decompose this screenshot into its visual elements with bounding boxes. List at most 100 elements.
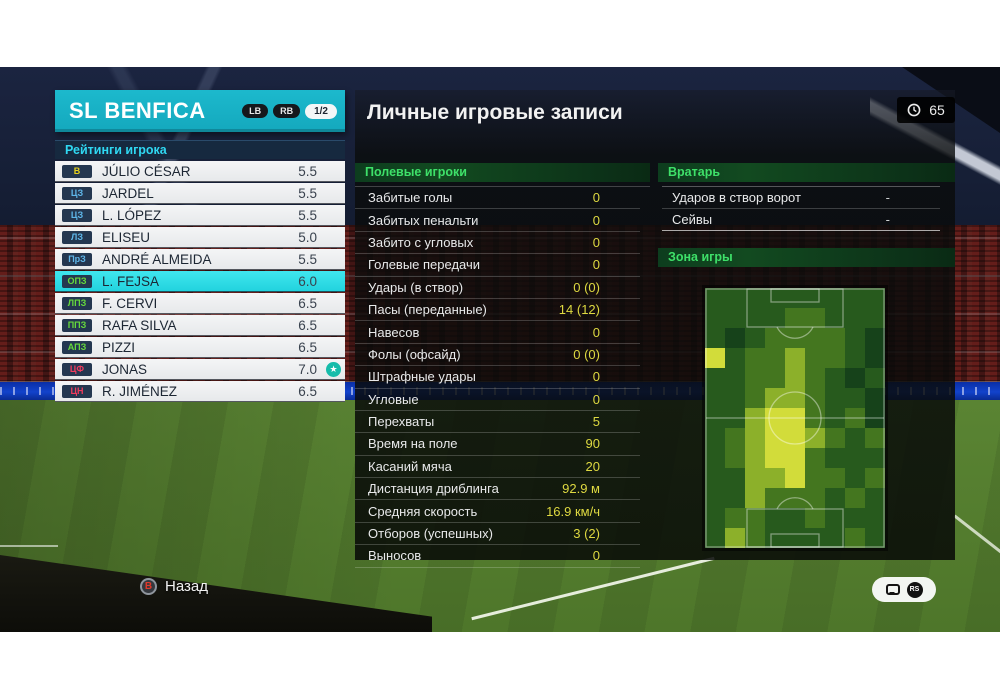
position-badge: ЦЗ (62, 208, 92, 222)
heatmap-cell (865, 328, 885, 348)
rb-button[interactable]: RB (273, 104, 301, 118)
goalkeeper-stats-list: Ударов в створ ворот - Сейвы - (662, 186, 940, 231)
player-name: R. JIMÉNEZ (102, 383, 178, 399)
heatmap-cell (845, 408, 865, 428)
stat-row: Голевые передачи 0 (355, 254, 640, 277)
stat-value: 5 (592, 414, 600, 430)
heatmap-cell (705, 428, 725, 448)
stat-row: Средняя скорость 16.9 км/ч (355, 500, 640, 523)
position-badge: ППЗ (62, 318, 92, 332)
player-rating: 5.5 (298, 185, 317, 201)
stat-row: Забито с угловых 0 (355, 232, 640, 255)
stat-row: Забитые голы 0 (355, 187, 640, 210)
heatmap-grid (705, 288, 885, 548)
heatmap-cell (785, 468, 805, 488)
heatmap-cell (785, 448, 805, 468)
player-row[interactable]: ОПЗ L. FEJSA 6.0 (55, 271, 345, 292)
player-row[interactable]: ЦЗ L. LÓPEZ 5.5 (55, 205, 345, 226)
stat-label: Время на поле (368, 436, 458, 452)
heatmap-cell (865, 508, 885, 528)
right-stick-icon[interactable]: RS (906, 581, 923, 598)
heatmap-cell (785, 488, 805, 508)
heatmap-cell (705, 448, 725, 468)
heatmap-cell (805, 508, 825, 528)
stat-value: 0 (592, 548, 600, 564)
player-rating: 7.0 (298, 361, 317, 377)
team-header: SL BENFICA LB RB 1/2 (55, 90, 345, 132)
player-name: RAFA SILVA (102, 317, 177, 333)
player-row[interactable]: ПрЗ ANDRÉ ALMEIDA 5.5 (55, 249, 345, 270)
player-row[interactable]: ЦФ JONAS 7.0 ★ (55, 359, 345, 380)
heatmap-cell (845, 488, 865, 508)
heatmap-cell (725, 468, 745, 488)
player-name: JARDEL (102, 185, 154, 201)
heatmap-cell (865, 488, 885, 508)
heatmap-cell (765, 328, 785, 348)
player-row[interactable]: ЦЗ JARDEL 5.5 (55, 183, 345, 204)
stat-label: Штрафные удары (368, 369, 476, 385)
lb-button[interactable]: LB (242, 104, 269, 118)
heatmap-cell (805, 468, 825, 488)
play-zone-area (658, 288, 955, 587)
back-hint[interactable]: B Назад (140, 578, 208, 595)
stat-label: Средняя скорость (368, 503, 478, 519)
heatmap-cell (725, 388, 745, 408)
controller-b-icon[interactable]: B (140, 578, 157, 595)
heatmap-cell (705, 468, 725, 488)
chat-icon[interactable] (885, 584, 900, 595)
heatmap-cell (745, 488, 765, 508)
position-badge: ЛПЗ (62, 296, 92, 310)
heatmap-cell (825, 348, 845, 368)
heatmap-cell (825, 368, 845, 388)
goalkeeper-header: Вратарь (658, 163, 955, 182)
heatmap-cell (745, 528, 765, 548)
stat-value: 0 (592, 369, 600, 385)
heatmap-cell (785, 388, 805, 408)
zone-header: Зона игры (658, 248, 955, 267)
player-list: В JÚLIO CÉSAR 5.5 ЦЗ JARDEL 5.5 ЦЗ L. LÓ… (55, 161, 345, 402)
team-name: SL BENFICA (69, 98, 206, 123)
heatmap-cell (745, 348, 765, 368)
heatmap-cell (805, 448, 825, 468)
heatmap-cell (765, 508, 785, 528)
stat-value: 0 (592, 391, 600, 407)
heatmap-cell (705, 528, 725, 548)
heatmap-cell (725, 328, 745, 348)
heatmap-cell (805, 328, 825, 348)
player-row[interactable]: АПЗ PIZZI 6.5 (55, 337, 345, 358)
stat-row: Касаний мяча 20 (355, 456, 640, 479)
heatmap-cell (705, 348, 725, 368)
heatmap-cell (865, 348, 885, 368)
heatmap-cell (865, 288, 885, 308)
player-row[interactable]: ЦН R. JIMÉNEZ 6.5 (55, 381, 345, 402)
heatmap-cell (745, 288, 765, 308)
stat-value: 0 (592, 324, 600, 340)
player-row[interactable]: В JÚLIO CÉSAR 5.5 (55, 161, 345, 182)
heatmap-cell (845, 328, 865, 348)
heatmap-cell (805, 388, 825, 408)
controller-hint-pill: RS (872, 577, 936, 602)
clock-icon (907, 103, 921, 117)
position-badge: АПЗ (62, 340, 92, 354)
heatmap-cell (725, 368, 745, 388)
heatmap-cell (725, 348, 745, 368)
stat-value: - (885, 190, 890, 205)
heatmap-cell (765, 528, 785, 548)
heatmap-cell (785, 328, 805, 348)
player-rating: 5.5 (298, 251, 317, 267)
heatmap-cell (725, 488, 745, 508)
player-name: JÚLIO CÉSAR (102, 163, 191, 179)
heatmap-cell (845, 348, 865, 368)
player-row[interactable]: ЛПЗ F. CERVI 6.5 (55, 293, 345, 314)
heatmap-cell (705, 388, 725, 408)
goalkeeper-column: Вратарь Ударов в створ ворот - Сейвы - З… (658, 163, 955, 587)
player-row[interactable]: ЛЗ ELISEU 5.0 (55, 227, 345, 248)
heatmap-cell (785, 348, 805, 368)
heatmap-cell (765, 368, 785, 388)
heatmap-cell (705, 288, 725, 308)
stat-label: Касаний мяча (368, 458, 452, 474)
heatmap-cell (725, 508, 745, 528)
heatmap-cell (745, 448, 765, 468)
stat-row: Забитых пенальти 0 (355, 209, 640, 232)
player-row[interactable]: ППЗ RAFA SILVA 6.5 (55, 315, 345, 336)
